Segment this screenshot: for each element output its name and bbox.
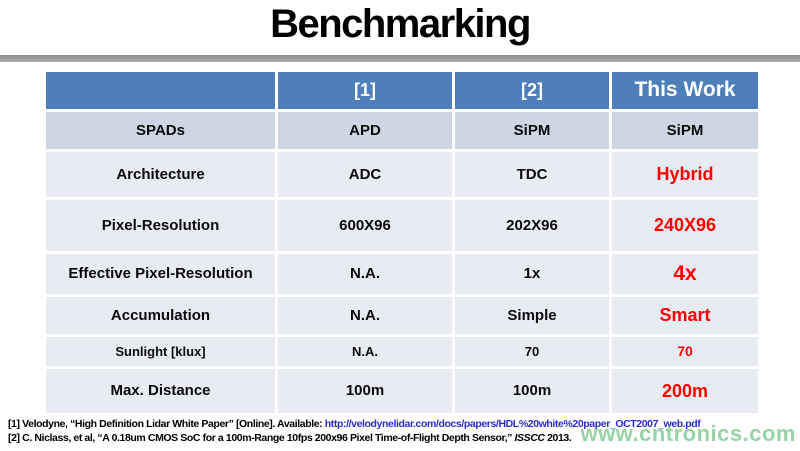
reference-2-text: [2] C. Niclass, et al, “A 0.18um CMOS So… — [8, 431, 515, 444]
reference-1-link[interactable]: http://velodynelidar.com/docs/papers/HDL… — [324, 418, 701, 430]
cell-value: APD — [278, 112, 452, 149]
cell-value: N.A. — [278, 254, 452, 294]
cell-value-highlight: 4x — [612, 254, 758, 294]
cell-value: 100m — [455, 369, 609, 413]
cell-value: 70 — [455, 337, 609, 366]
row-label-sunlight: Sunlight [klux] — [46, 337, 275, 366]
row-label-effective-pixel-resolution: Effective Pixel-Resolution — [46, 254, 275, 294]
references: [1] Velodyne, “High Definition Lidar Whi… — [8, 418, 800, 445]
cell-value-highlight: Hybrid — [612, 152, 758, 197]
title-divider — [0, 55, 800, 62]
cell-value-highlight: 240X96 — [612, 200, 758, 251]
reference-1: [1] Velodyne, “High Definition Lidar Whi… — [8, 418, 800, 432]
cell-value: Simple — [455, 297, 609, 334]
cell-value-highlight: Smart — [612, 297, 758, 334]
cell-value-highlight: 200m — [612, 369, 758, 413]
col-header-this-work: This Work — [612, 72, 758, 109]
cell-value: SiPM — [612, 112, 758, 149]
cell-value: 600X96 — [278, 200, 452, 251]
cell-value: TDC — [455, 152, 609, 197]
reference-2: [2] C. Niclass, et al, “A 0.18um CMOS So… — [8, 432, 800, 446]
col-header-blank — [46, 72, 275, 109]
cell-value: 100m — [278, 369, 452, 413]
row-label-accumulation: Accumulation — [46, 297, 275, 334]
cell-value: 1x — [455, 254, 609, 294]
watermark: www.cntronics.com — [580, 421, 796, 446]
cell-value: 202X96 — [455, 200, 609, 251]
cell-value: N.A. — [278, 337, 452, 366]
row-label-max-distance: Max. Distance — [46, 369, 275, 413]
row-label-pixel-resolution: Pixel-Resolution — [46, 200, 275, 251]
cell-value: SiPM — [455, 112, 609, 149]
cell-value-highlight: 70 — [612, 337, 758, 366]
reference-2-year: 2013. — [544, 431, 572, 444]
col-header-ref2: [2] — [455, 72, 609, 109]
cell-value: N.A. — [278, 297, 452, 334]
row-label-spads: SPADs — [46, 112, 275, 149]
cell-value: ADC — [278, 152, 452, 197]
col-header-ref1: [1] — [278, 72, 452, 109]
page-title: Benchmarking — [270, 2, 531, 46]
row-label-architecture: Architecture — [46, 152, 275, 197]
reference-1-text: [1] Velodyne, “High Definition Lidar Whi… — [8, 418, 325, 430]
benchmark-table: [1] [2] This Work SPADs APD SiPM SiPM Ar… — [46, 72, 758, 413]
reference-2-journal: ISSCC — [514, 431, 545, 444]
